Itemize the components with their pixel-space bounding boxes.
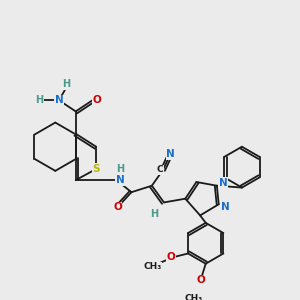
Text: H: H (35, 95, 44, 105)
Text: S: S (92, 164, 100, 174)
Text: H: H (116, 164, 124, 174)
Text: N: N (55, 95, 63, 105)
Text: CH₃: CH₃ (144, 262, 162, 271)
Text: N: N (221, 202, 230, 212)
Text: H: H (62, 80, 70, 89)
Text: O: O (93, 95, 101, 105)
Text: O: O (197, 275, 206, 285)
Text: O: O (113, 202, 122, 212)
Text: O: O (167, 252, 176, 262)
Text: CH₃: CH₃ (184, 295, 203, 300)
Text: C: C (157, 165, 164, 174)
Text: N: N (166, 149, 175, 159)
Text: N: N (219, 178, 228, 188)
Text: H: H (151, 208, 159, 219)
Text: N: N (116, 175, 125, 185)
